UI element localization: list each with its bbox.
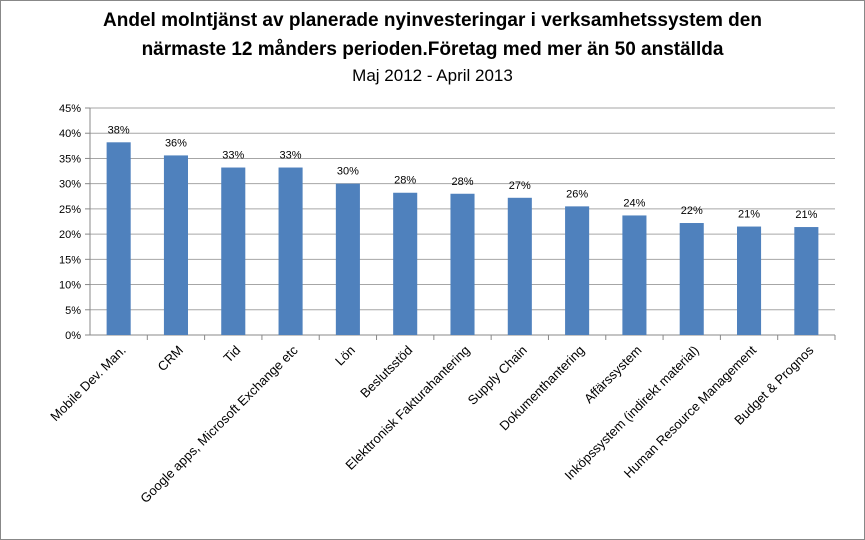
- y-tick-label: 35%: [59, 153, 81, 165]
- bar: [565, 206, 590, 335]
- category-label: Elekttronisk Fakturahantering: [342, 343, 472, 473]
- y-tick-label: 45%: [59, 103, 81, 115]
- y-tick-label: 40%: [59, 128, 81, 140]
- bar: [335, 183, 360, 335]
- y-tick-label: 10%: [59, 280, 81, 292]
- data-label: 33%: [222, 150, 244, 162]
- y-tick-label: 15%: [59, 254, 81, 266]
- y-tick-label: 0%: [65, 330, 81, 342]
- data-label: 22%: [681, 205, 703, 217]
- chart-subtitle: Maj 2012 - April 2013: [352, 66, 513, 85]
- category-label: CRM: [155, 343, 187, 375]
- data-label: 27%: [509, 180, 531, 192]
- bar: [163, 155, 188, 335]
- data-label: 28%: [451, 176, 473, 188]
- bar: [679, 223, 704, 335]
- category-label: Mobile Dev. Man.: [47, 343, 128, 424]
- chart-title-line-1: Andel molntjänst av planerade nyinvester…: [103, 10, 762, 31]
- data-label: 28%: [394, 175, 416, 187]
- y-tick-label: 30%: [59, 179, 81, 191]
- bar: [794, 227, 819, 335]
- category-label: Beslutsstöd: [357, 343, 415, 401]
- category-label: Affärssystem: [581, 343, 645, 407]
- data-label: 33%: [280, 150, 302, 162]
- bar: [278, 167, 303, 335]
- data-label: 24%: [623, 197, 645, 209]
- chart-title-line-2: närmaste 12 månders perioden.Företag med…: [141, 39, 724, 60]
- data-label: 38%: [108, 124, 130, 136]
- bar: [450, 193, 475, 335]
- category-label: Lön: [332, 343, 358, 369]
- bar: [106, 142, 131, 335]
- category-label: Tid: [220, 343, 243, 366]
- bar: [507, 197, 532, 335]
- y-tick-label: 5%: [65, 305, 81, 317]
- y-tick-label: 20%: [59, 229, 81, 241]
- data-label: 36%: [165, 137, 187, 149]
- bar: [622, 215, 647, 335]
- data-label: 26%: [566, 188, 588, 200]
- data-label: 21%: [795, 209, 817, 221]
- data-label: 30%: [337, 166, 359, 178]
- data-label: 21%: [738, 209, 760, 221]
- y-tick-label: 25%: [59, 204, 81, 216]
- bar: [393, 192, 418, 335]
- bar: [737, 226, 762, 335]
- bar: [221, 167, 246, 335]
